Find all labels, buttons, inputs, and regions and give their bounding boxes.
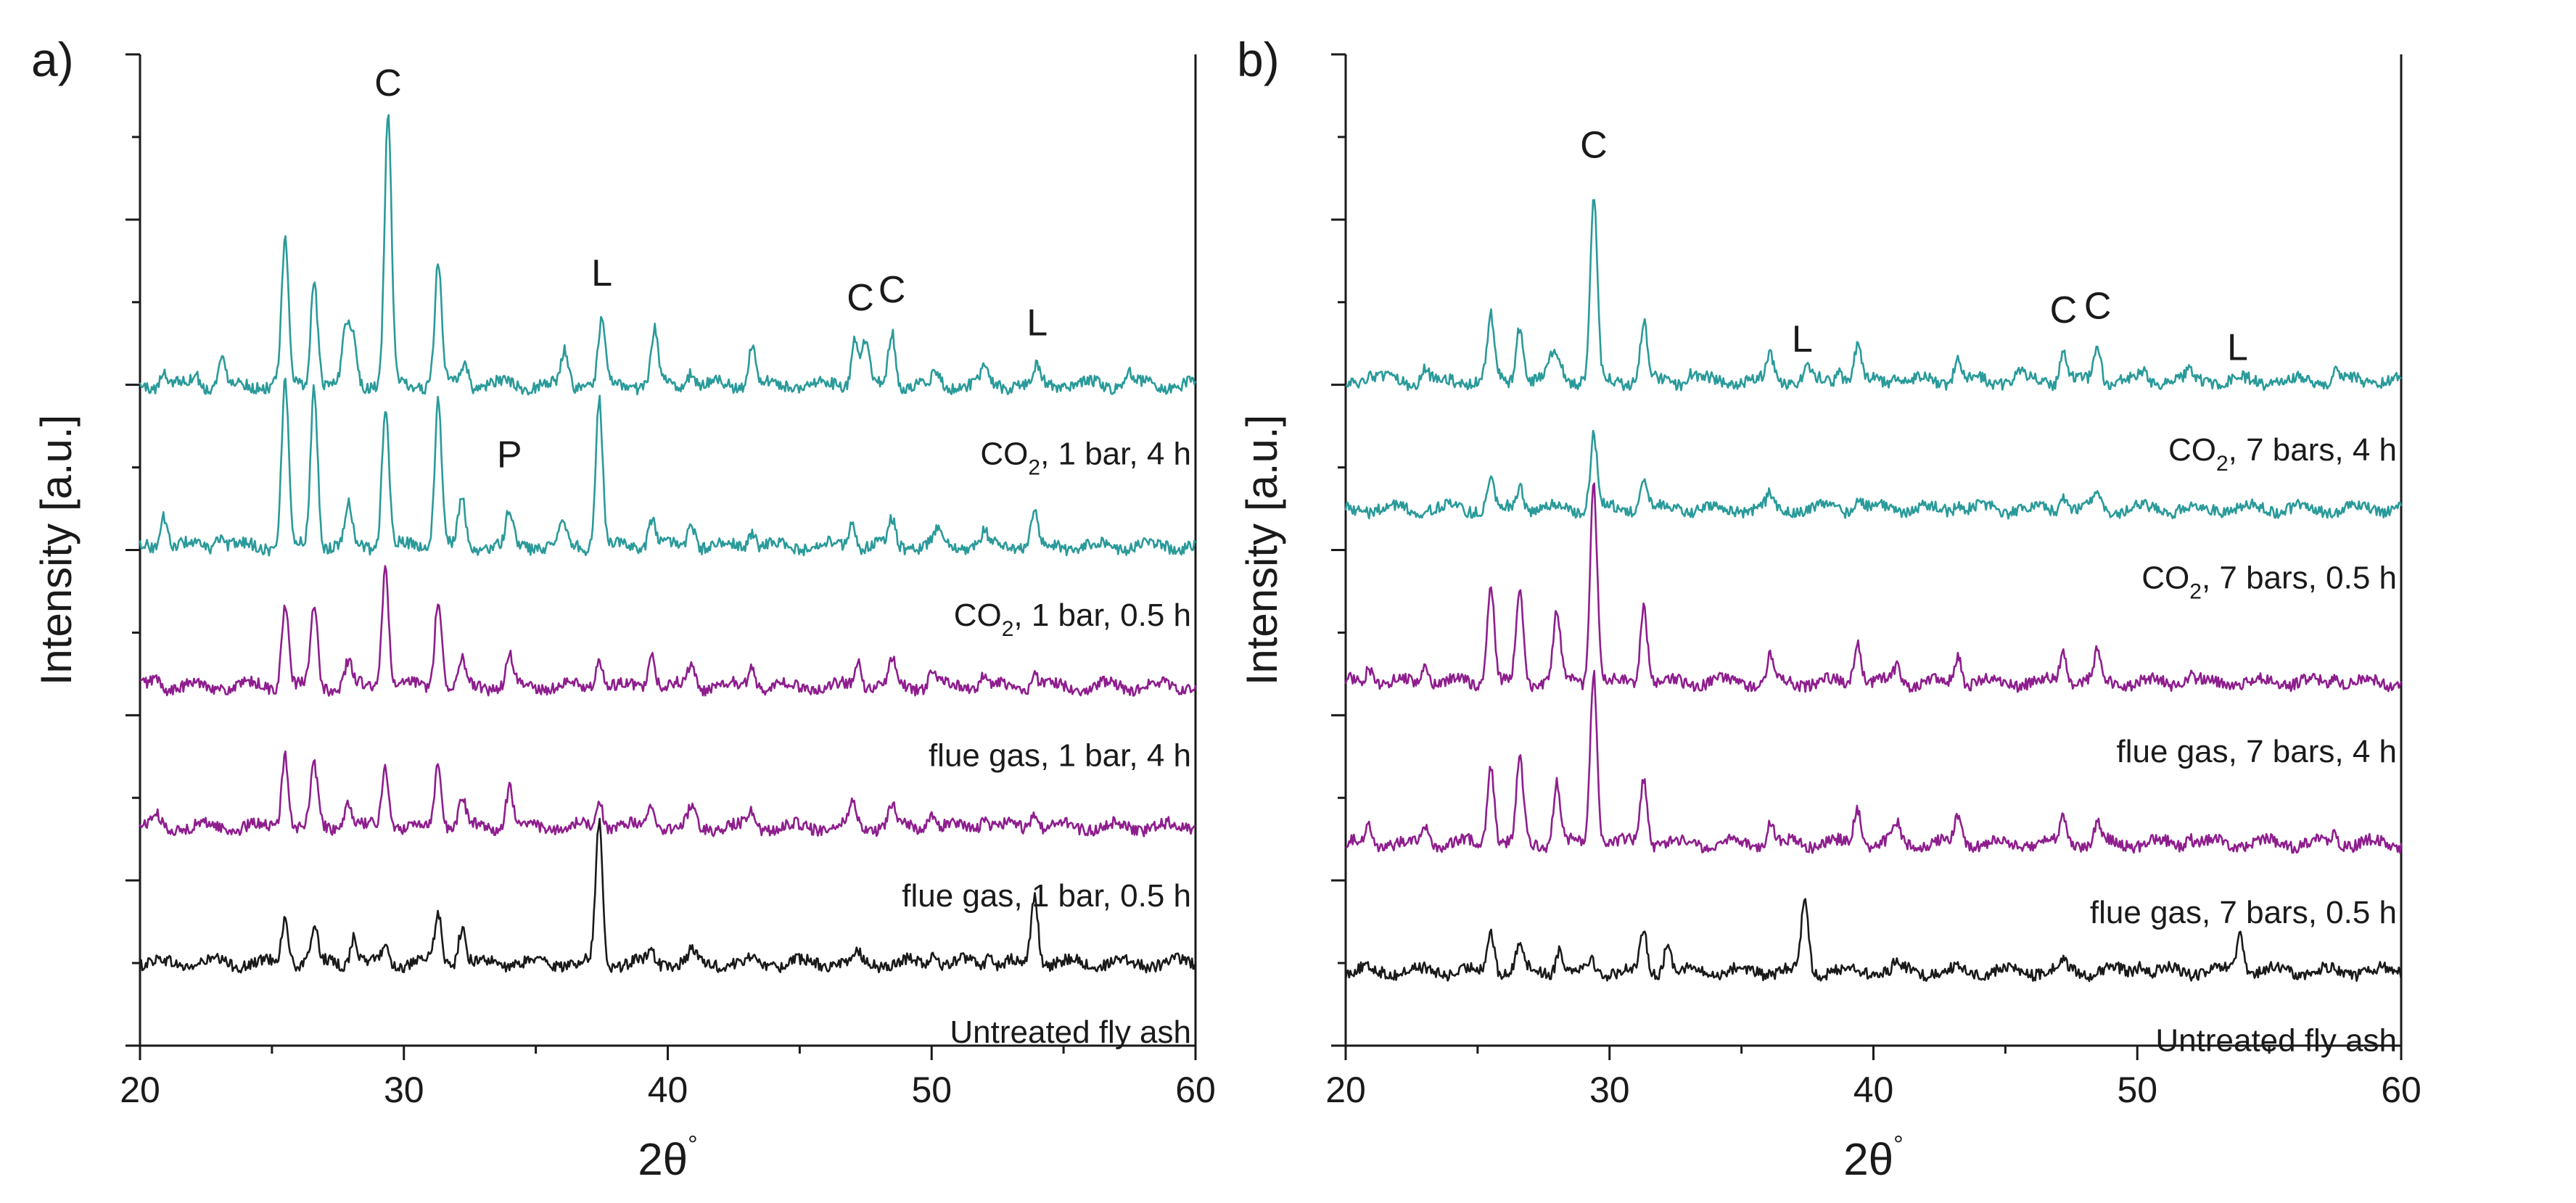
phase-annotation: P <box>497 434 522 476</box>
series-label: CO2, 1 bar, 4 h <box>980 437 1191 480</box>
x-tick-label: 50 <box>2117 1070 2157 1110</box>
series-label-co: CO <box>980 437 1028 472</box>
series-trace <box>1344 482 2403 693</box>
x-tick-label: 40 <box>648 1070 688 1110</box>
phase-annotation: C <box>2084 286 2112 328</box>
x-tick-label: 20 <box>1325 1070 1366 1110</box>
phase-annotation: C <box>878 269 906 311</box>
series-label-rest: , 7 bars, 4 h <box>2229 432 2397 468</box>
panel-label: b) <box>1237 33 1280 86</box>
x-tick-label: 30 <box>1589 1070 1630 1110</box>
series-label: CO2, 1 bar, 0.5 h <box>954 598 1191 641</box>
panel-b: 20 30 40 50 60 2θ° Intensity [a.u.] b) Untreated… <box>1237 33 2421 1185</box>
series-label-co: CO <box>2141 561 2189 596</box>
series-trace <box>139 750 1196 838</box>
x-tick-label: 60 <box>1175 1070 1216 1110</box>
series-label: Untreated fly ash <box>950 1014 1191 1050</box>
x-axis-label-degree: ° <box>688 1131 698 1159</box>
phase-annotation: L <box>2227 326 2248 368</box>
series-label: flue gas, 7 bars, 0.5 h <box>2090 895 2397 930</box>
series-label: flue gas, 7 bars, 4 h <box>2117 734 2397 769</box>
series-label-sub: 2 <box>1028 456 1040 480</box>
x-tick-label: 50 <box>911 1070 952 1110</box>
series-trace <box>1345 669 2403 854</box>
x-axis-label-degree: ° <box>1893 1131 1904 1159</box>
series-label-sub: 2 <box>2216 452 2229 476</box>
series-label: flue gas, 1 bar, 4 h <box>929 737 1191 773</box>
series-label: CO2, 7 bars, 4 h <box>2168 432 2397 476</box>
x-axis-label: 2θ° <box>1843 1131 1904 1185</box>
phase-annotation: C <box>847 277 874 319</box>
series-label-rest: , 1 bar, 0.5 h <box>1013 598 1191 633</box>
series-label: Untreated fly ash <box>2155 1022 2397 1058</box>
x-tick-label: 60 <box>2381 1070 2421 1110</box>
x-tick-label: 30 <box>384 1070 424 1110</box>
series-trace <box>139 817 1197 974</box>
phase-annotation: C <box>1580 124 1608 166</box>
series-label: CO2, 7 bars, 0.5 h <box>2141 561 2397 604</box>
y-axis-label: Intensity [a.u.] <box>32 415 81 686</box>
x-tick-label: 40 <box>1853 1070 1894 1110</box>
y-axis-label: Intensity [a.u.] <box>1238 415 1286 686</box>
series-trace <box>1344 898 2403 983</box>
series-label-sub: 2 <box>1002 617 1014 641</box>
series-label-rest: , 7 bars, 0.5 h <box>2202 561 2397 596</box>
phase-annotation: C <box>374 62 402 104</box>
series-label-co: CO <box>954 598 1002 633</box>
series-trace <box>139 114 1197 396</box>
series-label-sub: 2 <box>2189 580 2202 604</box>
series-trace <box>1345 199 2402 392</box>
series-trace <box>1344 429 2403 520</box>
series-trace <box>139 565 1197 697</box>
series-label-co: CO <box>2168 432 2216 468</box>
phase-annotation: C <box>2050 289 2078 331</box>
phase-annotation: L <box>1792 318 1813 360</box>
panel-label: a) <box>31 33 74 86</box>
phase-annotation: L <box>591 252 612 294</box>
x-axis-label: 2θ° <box>638 1131 698 1185</box>
series-trace <box>139 377 1197 557</box>
phase-annotation: L <box>1026 302 1048 344</box>
series-label: flue gas, 1 bar, 0.5 h <box>902 878 1191 914</box>
x-tick-label: 20 <box>120 1070 160 1110</box>
series-label-rest: , 1 bar, 4 h <box>1040 437 1191 472</box>
panel-a: 20 30 40 50 60 2θ° Intensity [a.u.] a) Untreated… <box>31 33 1216 1185</box>
